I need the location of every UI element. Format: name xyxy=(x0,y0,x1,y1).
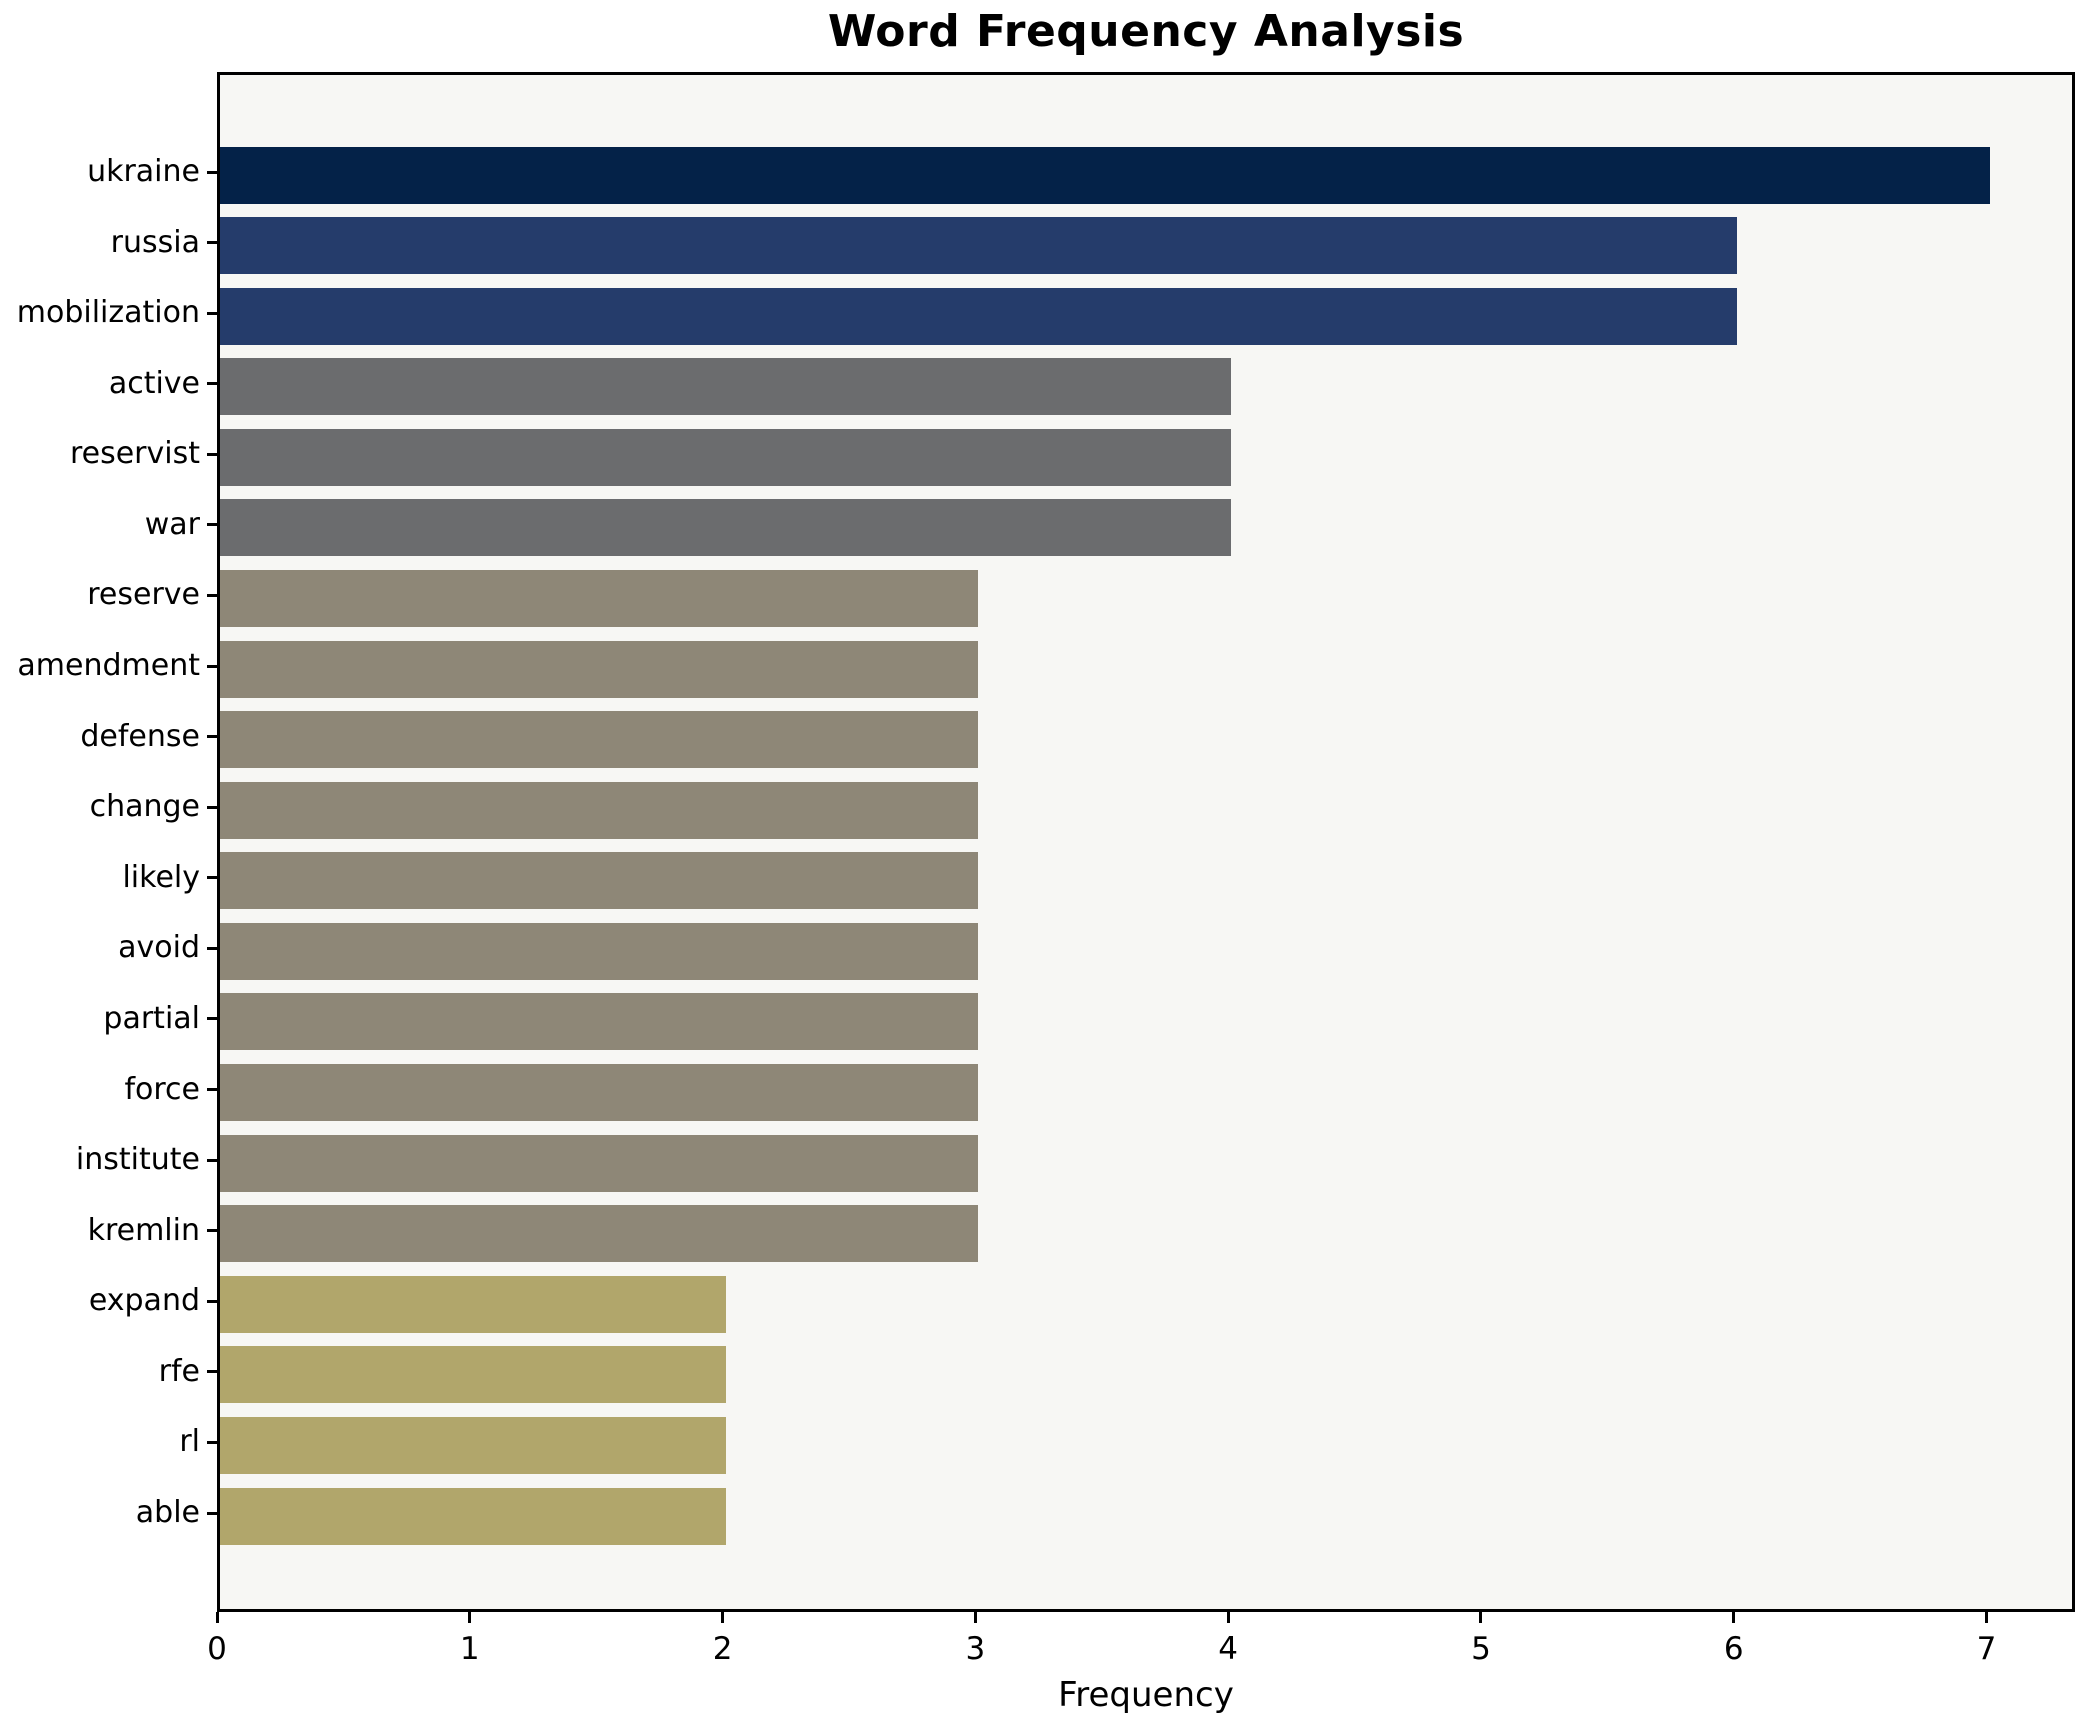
y-tick-mark xyxy=(207,876,217,880)
y-tick-label: active xyxy=(108,365,200,401)
bar-ukraine xyxy=(220,146,1990,204)
y-tick-label: expand xyxy=(88,1283,200,1319)
bar-reserve xyxy=(220,569,979,627)
bar-rfe xyxy=(220,1346,726,1404)
y-tick-label: russia xyxy=(110,224,200,260)
bar-amendment xyxy=(220,640,979,698)
y-tick-label: change xyxy=(89,789,200,825)
x-tick-mark xyxy=(1732,1612,1736,1623)
y-tick-label: ukraine xyxy=(87,154,200,189)
bar-kremlin xyxy=(220,1205,979,1263)
x-tick-mark xyxy=(721,1612,725,1623)
y-tick-mark xyxy=(207,1158,217,1162)
y-tick-label: avoid xyxy=(118,930,200,966)
y-tick-label: able xyxy=(135,1495,200,1531)
y-tick-label: force xyxy=(124,1071,200,1107)
y-tick-mark xyxy=(207,593,217,597)
x-tick-mark xyxy=(1479,1612,1483,1623)
x-tick-label: 4 xyxy=(1218,1631,1239,1667)
y-tick-mark xyxy=(207,241,217,245)
bar-defense xyxy=(220,711,979,769)
x-tick-mark xyxy=(468,1612,472,1623)
x-tick-label: 0 xyxy=(207,1631,227,1667)
y-tick-label: likely xyxy=(122,859,200,895)
x-tick-mark xyxy=(215,1612,219,1623)
y-tick-label: reservist xyxy=(69,436,200,472)
chart-title: Word Frequency Analysis xyxy=(827,6,1465,57)
y-tick-mark xyxy=(207,523,217,527)
y-tick-mark xyxy=(207,664,217,668)
bar-active xyxy=(220,358,1232,416)
y-tick-label: defense xyxy=(80,718,200,754)
y-tick-mark xyxy=(207,1229,217,1233)
y-tick-label: war xyxy=(144,506,200,542)
bar-able xyxy=(220,1487,726,1545)
y-tick-mark xyxy=(207,311,217,315)
x-tick-label: 7 xyxy=(1976,1631,1997,1667)
y-tick-label: institute xyxy=(75,1142,200,1178)
x-tick-label: 2 xyxy=(712,1631,733,1667)
y-tick-mark xyxy=(207,1017,217,1021)
x-tick-mark xyxy=(1985,1612,1989,1623)
bar-mobilization xyxy=(220,287,1737,345)
y-tick-label: mobilization xyxy=(16,295,200,331)
x-tick-label: 5 xyxy=(1471,1631,1491,1667)
x-axis-title: Frequency xyxy=(1058,1675,1234,1715)
y-tick-mark xyxy=(207,1370,217,1374)
y-tick-label: amendment xyxy=(17,648,200,684)
bars-layer xyxy=(220,75,2072,1609)
bar-likely xyxy=(220,852,979,910)
x-tick-label: 6 xyxy=(1723,1631,1744,1667)
bar-russia xyxy=(220,217,1737,275)
y-tick-mark xyxy=(207,1088,217,1092)
y-tick-label: partial xyxy=(103,1000,200,1036)
bar-force xyxy=(220,1064,979,1122)
bar-war xyxy=(220,499,1232,557)
bar-institute xyxy=(220,1134,979,1192)
y-tick-mark xyxy=(207,170,217,174)
y-tick-label: rl xyxy=(179,1424,200,1460)
x-tick-label: 3 xyxy=(965,1631,986,1667)
y-tick-mark xyxy=(207,946,217,950)
bar-partial xyxy=(220,993,979,1051)
bar-change xyxy=(220,781,979,839)
x-tick-mark xyxy=(973,1612,977,1623)
x-tick-mark xyxy=(1226,1612,1230,1623)
y-tick-mark xyxy=(207,1440,217,1444)
y-tick-mark xyxy=(207,735,217,739)
y-tick-mark xyxy=(207,382,217,386)
bar-avoid xyxy=(220,922,979,980)
y-tick-mark xyxy=(207,805,217,809)
bar-reservist xyxy=(220,428,1232,486)
y-tick-label: rfe xyxy=(158,1353,200,1389)
y-tick-label: kremlin xyxy=(87,1212,200,1248)
y-tick-mark xyxy=(207,452,217,456)
x-tick-label: 1 xyxy=(459,1631,480,1667)
bar-expand xyxy=(220,1275,726,1333)
bar-rl xyxy=(220,1416,726,1474)
y-tick-label: reserve xyxy=(87,577,200,613)
y-tick-mark xyxy=(207,1299,217,1303)
y-tick-mark xyxy=(207,1511,217,1515)
plot-area xyxy=(217,72,2075,1612)
